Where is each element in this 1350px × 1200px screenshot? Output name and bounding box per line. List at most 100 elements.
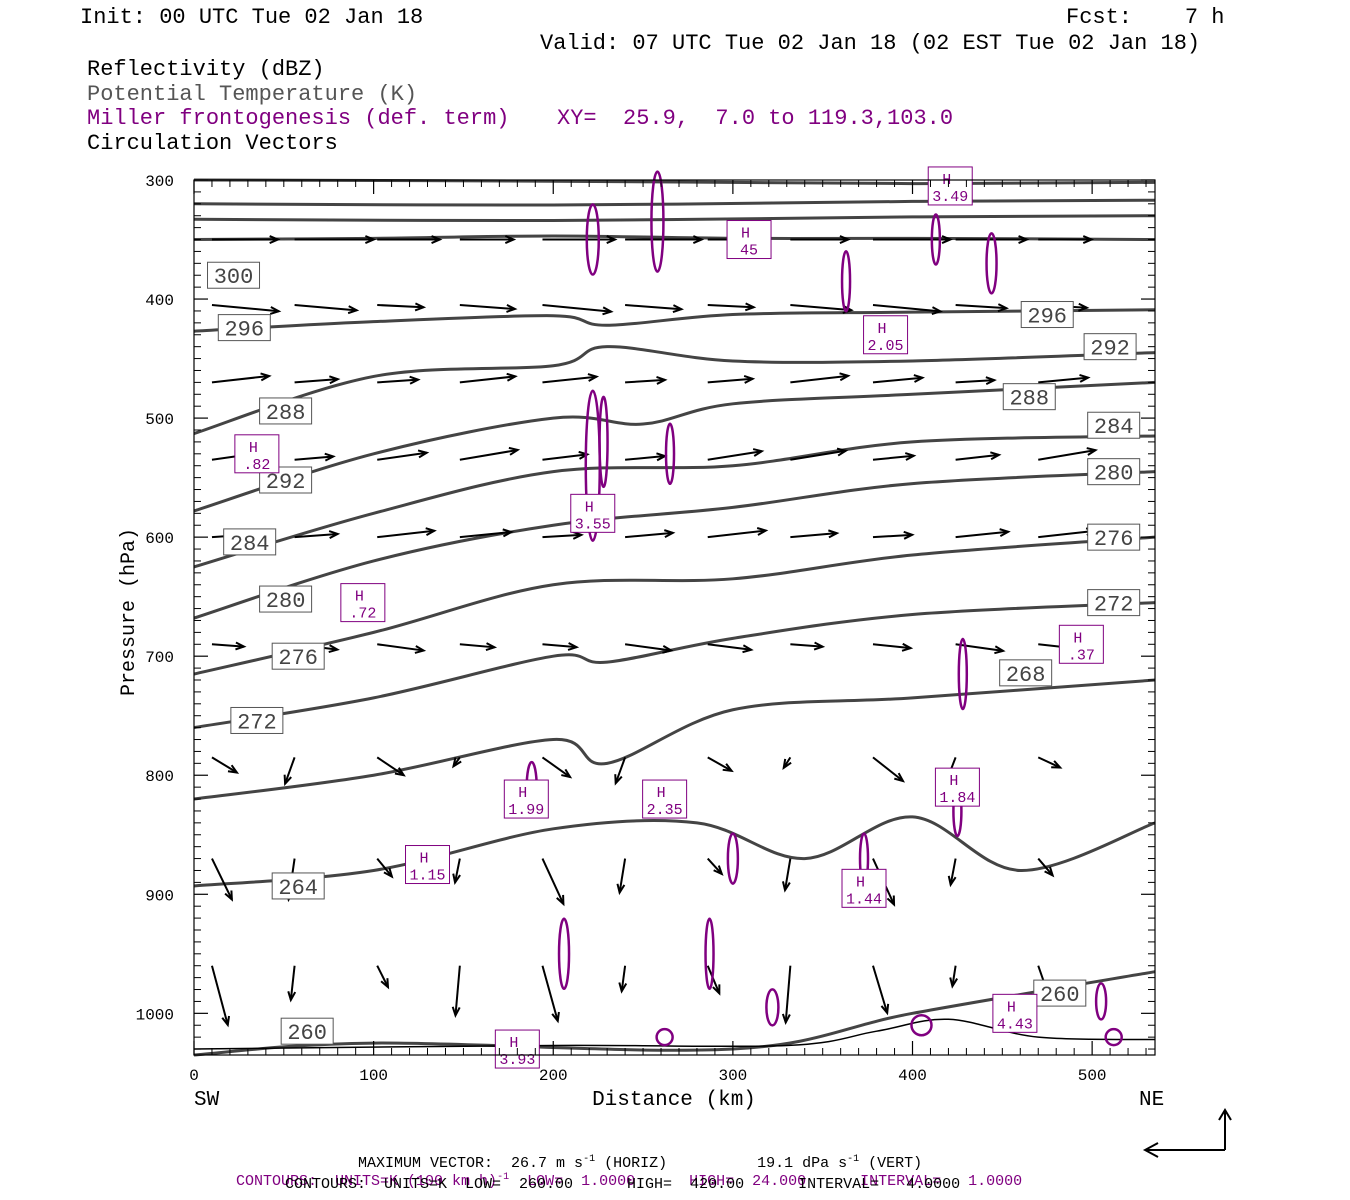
frontogenesis-max-box	[642, 779, 688, 819]
circulation-vector	[955, 643, 1006, 655]
circulation-vector	[211, 858, 233, 902]
circulation-vector	[287, 965, 297, 1003]
x-tick-label: 500	[1078, 1067, 1107, 1085]
frontogenesis-max-value: .37	[1068, 647, 1095, 664]
maxima-layer: H3.49H45H2.05H.82H3.55H.72H.37H1.84H1.99…	[234, 166, 1104, 1069]
circulation-vector	[790, 372, 851, 384]
circulation-vector	[541, 756, 573, 779]
frontogenesis-max-box	[503, 779, 549, 819]
isentrope-label-box	[207, 261, 261, 289]
isentrope-label-box	[259, 585, 313, 613]
y-axis-label: Pressure (hPa)	[118, 528, 141, 696]
circulation-vector	[947, 858, 957, 888]
isentrope-label-280: 280	[266, 589, 306, 614]
frontogenesis-max-value: 1.84	[939, 790, 975, 807]
circulation-vector	[872, 530, 915, 540]
isentrope-label-284: 284	[230, 532, 270, 557]
circulation-vector	[625, 304, 685, 314]
frontogenesis-max-label: H	[1007, 999, 1016, 1016]
isentrope-296	[193, 308, 1156, 333]
circulation-vector	[707, 756, 734, 773]
isentrope-264	[193, 815, 1156, 888]
circulation-vector	[377, 375, 421, 385]
circulation-vector	[955, 303, 1009, 313]
circulation-vector	[377, 235, 443, 244]
isentrope-label-box	[271, 872, 325, 900]
frontogenesis-max-box	[934, 767, 980, 807]
frontogenesis-max-value: 3.93	[499, 1052, 535, 1069]
y-tick-label: 400	[145, 292, 174, 310]
frontogenesis-max-value: 3.49	[932, 189, 968, 206]
frontogenesis-max-box	[234, 434, 280, 474]
x-tick-label: 400	[898, 1067, 927, 1085]
circulation-vector	[872, 374, 925, 384]
circulation-vector	[542, 530, 584, 540]
isentropes-layer	[193, 178, 1156, 1057]
frontogenesis-contour	[655, 1027, 674, 1047]
isentrope-label-box	[1087, 411, 1141, 439]
frontogenesis-contour	[585, 203, 601, 276]
frontogenesis-layer	[525, 170, 1123, 1047]
circulation-vector	[1038, 527, 1098, 539]
isentrope-upper-2	[193, 214, 1156, 223]
circulation-vector	[790, 641, 826, 651]
circulation-vector	[955, 235, 1030, 244]
circulation-vector	[790, 235, 851, 244]
circulation-vector	[872, 965, 890, 1016]
circulation-vector	[377, 643, 427, 654]
isentrope-280	[193, 470, 1156, 620]
circulation-vector	[376, 756, 406, 777]
circulation-vector	[625, 452, 668, 462]
frontogenesis-contour	[840, 249, 852, 313]
circulation-vector	[294, 304, 360, 315]
isentrope-label-272: 272	[237, 710, 277, 735]
isentrope-label-288: 288	[266, 401, 306, 426]
frontogenesis-max-value: 2.05	[868, 338, 904, 355]
frontogenesis-contour	[664, 422, 676, 486]
legend-miller: Miller frontogenesis (def. term)	[87, 106, 510, 131]
frontogenesis-max-value: .72	[349, 606, 376, 623]
circulation-vector	[542, 304, 614, 316]
circulation-vector	[294, 235, 377, 244]
circulation-vector	[707, 643, 754, 654]
frontogenesis-max-box	[570, 493, 616, 533]
circulation-vector	[210, 965, 231, 1028]
isentrope-label-280: 280	[1094, 462, 1134, 487]
frontogenesis-max-box	[992, 993, 1038, 1033]
circulation-vector	[541, 965, 560, 1024]
circulation-vector	[377, 527, 437, 539]
isentrope-label-296: 296	[224, 318, 264, 343]
init-time: Init: 00 UTC Tue 02 Jan 18	[80, 5, 424, 30]
isentrope-label-box	[999, 659, 1053, 687]
frontogenesis-contour	[930, 213, 942, 266]
circulation-vector	[459, 304, 518, 313]
circulation-vector	[781, 858, 792, 893]
isentrope-upper-1	[193, 198, 1156, 207]
circulation-vector	[872, 235, 953, 244]
circulation-vector	[211, 304, 282, 315]
x-tick-label: 300	[718, 1067, 747, 1085]
circulation-vector	[707, 448, 765, 461]
frontogenesis-contour	[598, 395, 609, 489]
frontogenesis-max-value: 1.15	[410, 868, 446, 885]
y-tick-label: 800	[145, 768, 174, 786]
legend-vectors: Circulation Vectors	[87, 131, 338, 156]
isentrope-label-box	[230, 706, 284, 734]
frontogenesis-max-value: .82	[243, 457, 270, 474]
plot-frame	[193, 179, 1156, 1056]
isentrope-label-box	[280, 1017, 334, 1045]
circulation-vector	[377, 449, 430, 461]
frontogenesis-max-label: H	[856, 874, 865, 891]
circulation-vector	[377, 302, 427, 312]
circulation-vector	[376, 857, 394, 879]
legend-reflectivity: Reflectivity (dBZ)	[87, 57, 325, 82]
isentrope-label-264: 264	[278, 876, 318, 901]
isentrope-288	[193, 380, 1156, 513]
circulation-vector	[625, 375, 668, 385]
circulation-vector	[459, 235, 517, 244]
frontogenesis-max-value: 1.44	[846, 891, 882, 908]
frontogenesis-max-value: 2.35	[647, 802, 683, 819]
circulation-vector	[542, 642, 580, 651]
circulation-vector	[614, 757, 627, 786]
circulation-vector	[707, 527, 769, 539]
